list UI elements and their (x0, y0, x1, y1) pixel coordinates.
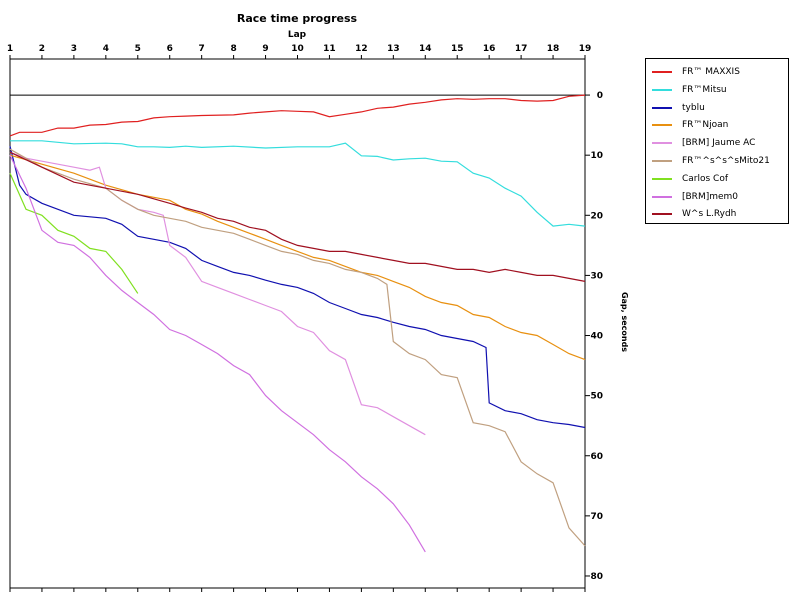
legend-swatch (652, 88, 672, 91)
y-tick-label: 0 (597, 91, 603, 101)
legend-item: W^s L.Rydh (652, 207, 736, 221)
x-tick-label: 18 (547, 44, 560, 54)
legend-item: FR™Njoan (652, 118, 728, 132)
y-tick-label: 60 (590, 452, 603, 462)
x-tick-label: 1 (7, 44, 13, 54)
y-axis-title: Gap, seconds (620, 292, 629, 352)
x-tick-label: 13 (387, 44, 400, 54)
x-tick-label: 3 (71, 44, 77, 54)
legend-item: [BRM] Jaume AC (652, 136, 755, 150)
legend-label: tyblu (682, 102, 705, 113)
legend-label: [BRM] Jaume AC (682, 138, 756, 149)
legend-swatch (652, 160, 672, 162)
y-tick-label: 20 (590, 211, 603, 221)
legend-label: Carlos Cof (682, 173, 729, 184)
legend-label: FR™^s^s^sMito21 (682, 156, 770, 166)
legend: FR™ MAXXIS FR™Mitsu tyblu FR™Njoan [BRM] Jau… (645, 58, 789, 224)
series-line (10, 140, 586, 227)
x-tick-label: 5 (135, 44, 141, 54)
legend-item: [BRM]mem0 (652, 190, 738, 204)
legend-item: FR™^s^s^sMito21 (652, 154, 770, 168)
legend-swatch (652, 124, 672, 127)
legend-item: tyblu (652, 101, 705, 115)
legend-swatch (652, 106, 672, 109)
series-line (9, 94, 586, 137)
x-tick-label: 11 (323, 44, 336, 54)
x-tick-label: 19 (579, 44, 592, 54)
x-tick-label: 6 (167, 44, 173, 54)
legend-label: W^s L.Rydh (682, 209, 737, 220)
x-tick-label: 7 (199, 44, 205, 54)
y-tick-label: 10 (590, 151, 603, 161)
x-tick-label: 17 (515, 44, 528, 54)
series-line (9, 146, 586, 429)
x-tick-label: 15 (451, 44, 464, 54)
legend-label: FR™ MAXXIS (682, 67, 740, 77)
legend-swatch (652, 71, 672, 73)
chart-title: Race time progress (237, 12, 358, 25)
y-axis: 0 10 20 30 40 50 60 70 80 (585, 91, 603, 582)
legend-label: FR™Njoan (682, 120, 729, 131)
x-axis-title: Lap (288, 30, 307, 40)
x-tick-label: 9 (262, 44, 268, 54)
x-tick-label: 2 (39, 44, 45, 54)
legend-item: FR™Mitsu (652, 83, 727, 97)
x-tick-label: 16 (483, 44, 496, 54)
series-lines (9, 94, 586, 553)
series-line (9, 151, 586, 282)
x-axis: 1 2 3 4 5 6 7 8 9 10 11 12 13 14 15 16 17 18 19 (7, 44, 591, 592)
x-tick-label: 12 (355, 44, 368, 54)
legend-swatch (652, 142, 672, 145)
y-tick-label: 40 (590, 332, 603, 342)
legend-swatch (652, 213, 672, 216)
legend-item: Carlos Cof (652, 172, 728, 186)
y-tick-label: 50 (590, 392, 603, 402)
x-tick-label: 14 (419, 44, 432, 54)
legend-label: [BRM]mem0 (682, 191, 739, 202)
x-tick-label: 10 (291, 44, 304, 54)
legend-swatch (652, 195, 672, 198)
legend-item: FR™ MAXXIS (652, 65, 740, 79)
series-line (9, 148, 586, 547)
x-tick-label: 4 (103, 44, 109, 54)
series-line (9, 172, 139, 294)
y-tick-label: 70 (590, 512, 603, 522)
y-tick-label: 30 (590, 271, 603, 281)
series-line (9, 154, 426, 553)
series-line (9, 154, 586, 361)
series-line (9, 151, 426, 436)
x-tick-label: 8 (230, 44, 236, 54)
legend-swatch (652, 177, 672, 180)
legend-label: FR™Mitsu (682, 84, 727, 95)
y-tick-label: 80 (590, 572, 603, 582)
